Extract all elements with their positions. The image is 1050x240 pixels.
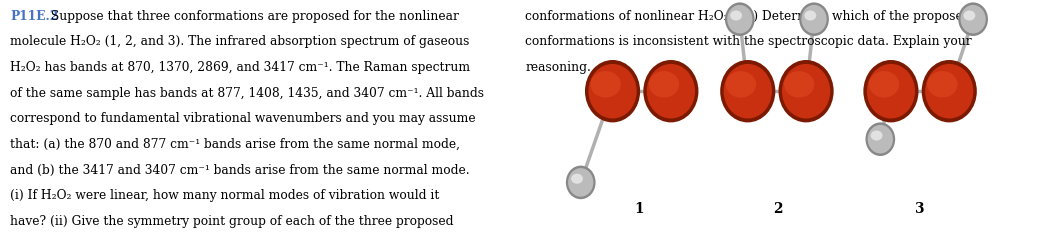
Ellipse shape (720, 60, 775, 122)
Ellipse shape (566, 166, 595, 199)
Text: of the same sample has bands at 877, 1408, 1435, and 3407 cm⁻¹. All bands: of the same sample has bands at 877, 140… (10, 87, 484, 100)
Ellipse shape (865, 122, 896, 156)
Ellipse shape (723, 64, 772, 119)
Text: 3: 3 (915, 202, 924, 216)
Ellipse shape (726, 71, 756, 98)
Ellipse shape (588, 64, 636, 119)
Ellipse shape (782, 64, 831, 119)
Ellipse shape (799, 2, 828, 36)
Ellipse shape (568, 168, 593, 197)
Ellipse shape (867, 64, 915, 119)
Text: that: (a) the 870 and 877 cm⁻¹ bands arise from the same normal mode,: that: (a) the 870 and 877 cm⁻¹ bands ari… (10, 138, 460, 151)
Ellipse shape (870, 131, 883, 141)
Text: 1: 1 (634, 202, 644, 216)
Ellipse shape (571, 174, 583, 184)
Ellipse shape (778, 60, 834, 122)
Text: P11E.2: P11E.2 (10, 10, 59, 23)
Ellipse shape (867, 125, 892, 154)
Text: H₂O₂ has bands at 870, 1370, 2869, and 3417 cm⁻¹. The Raman spectrum: H₂O₂ has bands at 870, 1370, 2869, and 3… (10, 61, 470, 74)
Ellipse shape (927, 71, 958, 98)
Ellipse shape (644, 60, 698, 122)
Text: reasoning.: reasoning. (525, 61, 591, 74)
Ellipse shape (925, 64, 973, 119)
Ellipse shape (649, 71, 679, 98)
Ellipse shape (730, 11, 742, 21)
Text: 2: 2 (773, 202, 782, 216)
Ellipse shape (868, 71, 899, 98)
Ellipse shape (647, 64, 695, 119)
Ellipse shape (590, 71, 621, 98)
Ellipse shape (959, 2, 988, 36)
Text: correspond to fundamental vibrational wavenumbers and you may assume: correspond to fundamental vibrational wa… (10, 112, 476, 125)
Ellipse shape (784, 71, 815, 98)
Ellipse shape (724, 2, 755, 36)
Text: Suppose that three conformations are proposed for the nonlinear: Suppose that three conformations are pro… (47, 10, 459, 23)
Text: have? (ii) Give the symmetry point group of each of the three proposed: have? (ii) Give the symmetry point group… (10, 215, 454, 228)
Ellipse shape (964, 11, 975, 21)
Ellipse shape (961, 5, 986, 33)
Text: conformations of nonlinear H₂O₂. (iii) Determine which of the proposed: conformations of nonlinear H₂O₂. (iii) D… (525, 10, 970, 23)
Ellipse shape (922, 60, 976, 122)
Ellipse shape (728, 5, 753, 33)
Text: (i) If H₂O₂ were linear, how many normal modes of vibration would it: (i) If H₂O₂ were linear, how many normal… (10, 189, 440, 202)
Ellipse shape (801, 5, 826, 33)
Ellipse shape (804, 11, 816, 21)
Text: and (b) the 3417 and 3407 cm⁻¹ bands arise from the same normal mode.: and (b) the 3417 and 3407 cm⁻¹ bands ari… (10, 164, 470, 177)
Text: molecule H₂O₂ (1, 2, and 3). The infrared absorption spectrum of gaseous: molecule H₂O₂ (1, 2, and 3). The infrare… (10, 35, 469, 48)
Text: conformations is inconsistent with the spectroscopic data. Explain your: conformations is inconsistent with the s… (525, 35, 971, 48)
Ellipse shape (863, 60, 919, 122)
Ellipse shape (585, 60, 640, 122)
